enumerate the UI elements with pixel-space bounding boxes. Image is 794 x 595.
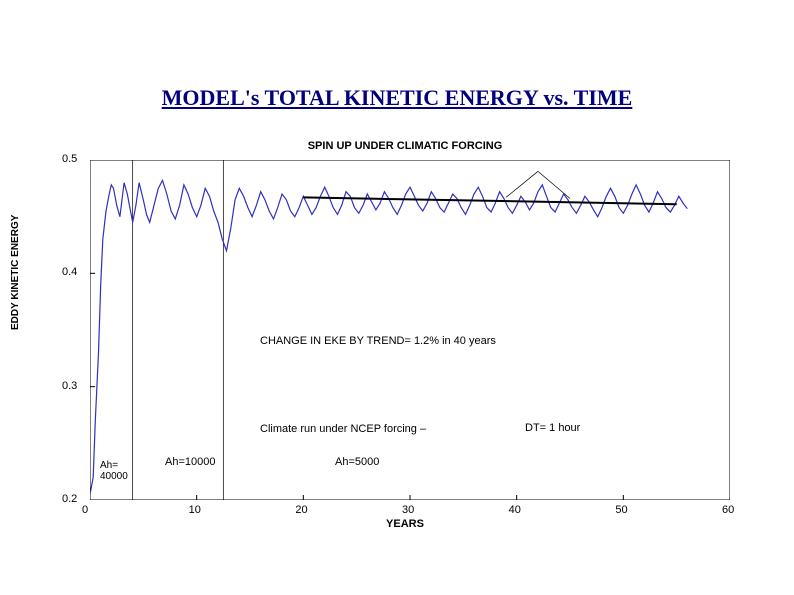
chart-annotation: Ah=10000 <box>165 456 215 468</box>
x-tick-label: 30 <box>402 504 414 516</box>
x-tick-label: 10 <box>189 504 201 516</box>
x-tick-label: 50 <box>615 504 627 516</box>
chart-subtitle: SPIN UP UNDER CLIMATIC FORCING <box>65 140 745 152</box>
page: MODEL's TOTAL KINETIC ENERGY vs. TIME SP… <box>0 0 794 595</box>
trend-line <box>303 197 676 204</box>
y-tick-label: 0.4 <box>62 266 77 278</box>
chart-annotation: DT= 1 hour <box>525 422 580 434</box>
leader-line <box>506 171 538 197</box>
x-axis-label: YEARS <box>65 518 745 530</box>
y-tick-label: 0.5 <box>62 153 77 165</box>
y-tick-label: 0.2 <box>62 493 77 505</box>
x-tick-label: 60 <box>722 504 734 516</box>
chart-annotation: CHANGE IN EKE BY TREND= 1.2% in 40 years <box>260 335 496 347</box>
y-tick-label: 0.3 <box>62 380 77 392</box>
x-tick-label: 0 <box>82 504 88 516</box>
x-tick-label: 20 <box>295 504 307 516</box>
x-tick-label: 40 <box>509 504 521 516</box>
y-axis-label: EDDY KINETIC ENERGY <box>10 215 21 330</box>
chart-annotation: Climate run under NCEP forcing – <box>260 423 426 435</box>
chart-svg <box>90 160 730 500</box>
chart-area: SPIN UP UNDER CLIMATIC FORCING EDDY KINE… <box>65 140 745 530</box>
page-title: MODEL's TOTAL KINETIC ENERGY vs. TIME <box>0 85 794 111</box>
chart-annotation: Ah=5000 <box>335 456 379 468</box>
chart-annotation: Ah= 40000 <box>100 460 128 482</box>
